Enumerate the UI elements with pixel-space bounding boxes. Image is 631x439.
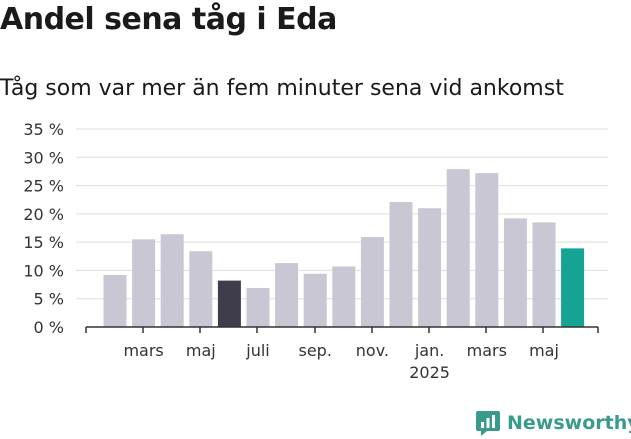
x-tick-label: juli [245,341,269,360]
bar [217,280,241,327]
newsworthy-icon [476,411,500,436]
bar [360,237,384,327]
x-tick-label: mars [467,341,507,360]
chart-subtitle: Tåg som var mer än fem minuter sena vid … [0,76,564,101]
bar [503,218,527,327]
x-tick-label: nov. [356,341,389,360]
x-tick-label: mars [123,341,163,360]
bar [246,287,270,327]
bar [189,251,213,327]
bar [332,266,356,327]
bar [303,273,327,327]
bar [389,201,413,327]
bar [532,222,556,327]
x-tick-label: maj [186,341,216,360]
bar [475,173,499,327]
bar [275,263,299,327]
y-tick-label: 0 % [34,318,64,337]
x-tick-label: maj [529,341,559,360]
y-tick-label: 35 % [23,120,64,139]
bar-chart: 0 % 5 % 10 % 15 % 20 % 25 % 30 % 35 % mars maj jul… [23,120,608,382]
y-tick-label: 20 % [23,205,64,224]
x-tick-label: sep. [298,341,331,360]
y-tick-label: 5 % [34,290,64,309]
y-tick-label: 25 % [23,177,64,196]
bar [160,234,184,327]
bar [103,274,127,327]
x-tick-label: 2025 [409,363,450,382]
bar [446,169,470,327]
brand-name: Newsworthy [507,412,631,434]
y-tick-label: 15 % [23,233,64,252]
bar [561,248,585,327]
x-tick-label: jan. [414,341,444,360]
bar [132,239,156,327]
y-tick-label: 30 % [23,148,64,167]
newsworthy-logo: Newsworthy [475,408,631,438]
y-tick-label: 10 % [23,261,64,280]
bar [418,208,442,327]
chart-title: Andel sena tåg i Eda [0,2,337,37]
